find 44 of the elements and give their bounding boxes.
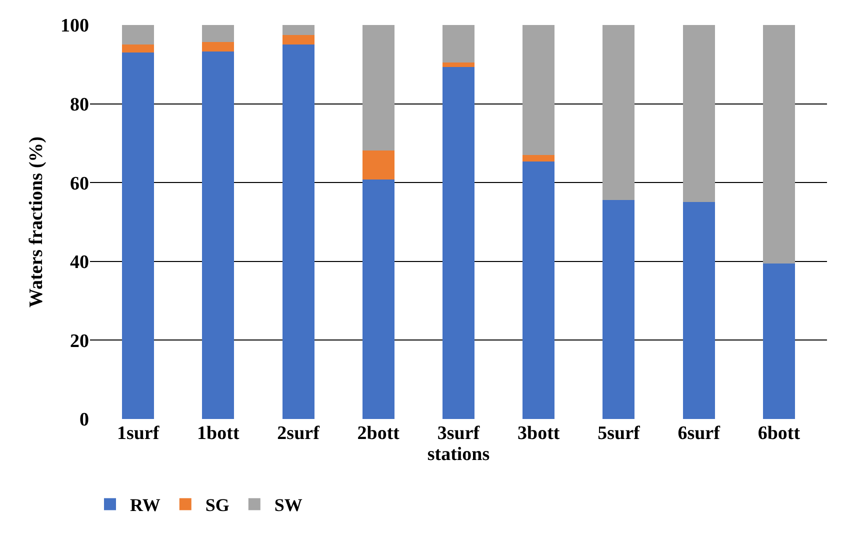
x-tick-label: 3surf [437,423,480,444]
bar [522,155,555,162]
y-tick-label: 80 [70,94,89,116]
bar [202,42,234,52]
bar [122,25,154,44]
bar [282,35,314,44]
bar [282,25,314,36]
y-tick-label: 0 [80,410,89,431]
bar [122,44,154,53]
bar [442,67,475,419]
bar [522,25,555,156]
bar [682,25,715,202]
y-tick-label: 60 [70,173,89,194]
bar [122,52,154,419]
y-axis-title: Waters fractions (%) [26,136,47,308]
bar [282,44,314,419]
x-tick-label: 1surf [116,423,160,444]
bar [362,25,394,151]
y-tick-label: 100 [60,16,89,37]
bar [522,161,555,419]
x-tick-label: 6bott [758,423,801,444]
x-tick-label: 6surf [678,423,721,444]
bar [682,202,715,419]
bar [362,150,394,180]
legend-label: SW [274,495,302,516]
y-tick-label: 40 [70,252,89,274]
bar [202,51,234,419]
x-tick-label: 2bott [357,423,400,444]
x-tick-label: 2surf [277,423,320,444]
x-axis-title: stations [427,444,490,465]
bar [602,25,635,200]
legend-label: RW [130,495,160,516]
bar [442,25,475,62]
bar [602,200,635,419]
bar [442,62,475,68]
bar [202,25,234,42]
y-tick-label: 20 [70,330,89,352]
x-tick-label: 3bott [517,423,560,444]
bar [362,179,394,419]
x-tick-label: 5surf [598,423,640,444]
legend-label: SG [205,495,230,516]
x-tick-label: 1bott [197,423,240,444]
bar [762,25,795,264]
bar [762,263,795,419]
